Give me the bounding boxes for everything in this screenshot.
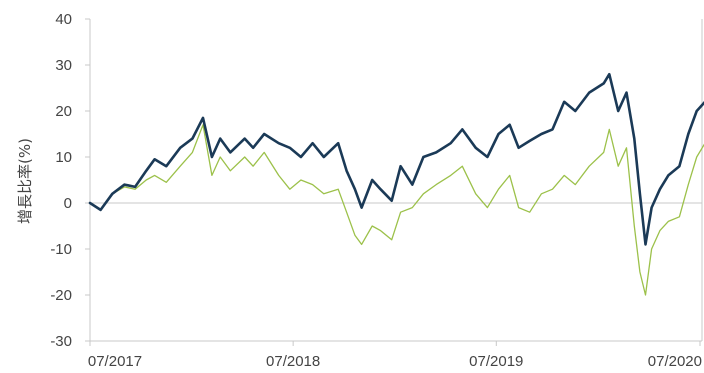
x-tick-label: 07/2019 xyxy=(469,353,523,370)
series-line-2 xyxy=(89,124,704,296)
plot-frame xyxy=(89,19,703,342)
y-tick-label: -20 xyxy=(50,287,72,304)
y-axis-title: 增長比率(%) xyxy=(16,138,34,224)
y-tick-label: -10 xyxy=(50,241,72,258)
y-tick-label: 10 xyxy=(55,149,72,166)
y-tick-label: 40 xyxy=(55,11,72,28)
y-axis-ticks: 40 30 20 10 0 -10 -20 -30 xyxy=(50,11,90,350)
x-tick-label: 07/2020 xyxy=(648,353,702,370)
x-tick-label: 07/2018 xyxy=(266,353,320,370)
y-tick-label: -30 xyxy=(50,333,72,350)
y-tick-label: 30 xyxy=(55,57,72,74)
x-axis-ticks: 07/2017 07/2018 07/2019 07/2020 xyxy=(88,341,702,370)
x-tick-label: 07/2017 xyxy=(88,353,142,370)
series-layer xyxy=(88,72,704,296)
y-tick-label: 20 xyxy=(55,103,72,120)
series-line-1 xyxy=(88,72,704,246)
y-tick-label: 0 xyxy=(64,195,72,212)
